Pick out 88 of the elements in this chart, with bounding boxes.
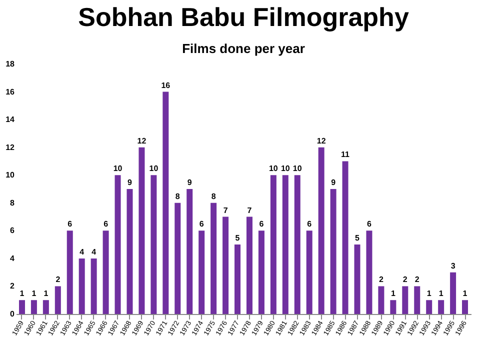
data-label: 7: [247, 206, 252, 215]
bar: [30, 300, 37, 314]
bar: [414, 286, 420, 314]
data-label: 10: [292, 164, 302, 174]
chart-title: Sobhan Babu Filmography: [78, 2, 410, 32]
bar: [246, 216, 252, 314]
bar: [462, 300, 468, 314]
data-label: 9: [187, 178, 192, 187]
bar: [282, 175, 288, 314]
data-label: 1: [44, 289, 49, 298]
y-tick-label: 18: [6, 60, 16, 68]
y-tick-label: 6: [10, 226, 16, 236]
data-label: 6: [259, 220, 264, 229]
bar: [90, 258, 97, 314]
bar: [138, 147, 145, 314]
bar: [222, 216, 229, 314]
data-label: 1: [438, 289, 444, 298]
data-label: 10: [280, 164, 290, 174]
data-label: 5: [355, 234, 360, 243]
data-label: 2: [378, 275, 384, 284]
bar: [318, 147, 324, 314]
data-label: 8: [211, 192, 216, 201]
bar: [330, 189, 336, 314]
data-label: 7: [223, 206, 228, 215]
data-label: 10: [149, 164, 159, 174]
bar: [438, 300, 444, 314]
bar: [402, 286, 408, 314]
data-label: 12: [316, 136, 326, 146]
bar: [18, 300, 25, 314]
y-tick-label: 4: [10, 254, 16, 263]
bar: [342, 161, 348, 314]
bar: [78, 258, 85, 314]
data-label: 3: [450, 261, 456, 270]
bar: [426, 300, 432, 314]
data-label: 1: [462, 289, 468, 298]
data-label: 6: [199, 220, 204, 229]
data-label: 6: [68, 220, 73, 229]
data-label: 6: [104, 220, 109, 229]
data-label: 2: [56, 275, 61, 284]
bar: [306, 230, 312, 314]
bar: [354, 244, 360, 314]
data-label: 10: [113, 164, 123, 174]
bar: [294, 175, 300, 314]
data-label: 16: [161, 80, 171, 90]
data-label: 6: [307, 220, 312, 229]
bar: [210, 202, 217, 314]
bar: [234, 244, 241, 314]
bar: [390, 300, 396, 314]
bar: [126, 189, 133, 314]
bar: [198, 230, 205, 314]
bar: [174, 202, 181, 314]
bar: [258, 230, 264, 314]
data-label: 9: [331, 178, 336, 187]
data-label: 2: [414, 275, 420, 284]
bar: [102, 230, 109, 314]
y-tick-label: 10: [6, 170, 16, 180]
bar: [450, 272, 456, 314]
bar: [186, 189, 193, 314]
y-tick-label: 0: [10, 310, 16, 318]
y-tick-label: 14: [6, 115, 16, 124]
data-label: 4: [92, 247, 97, 256]
data-label: 2: [402, 275, 408, 284]
y-tick-label: 12: [6, 142, 16, 152]
bar: [66, 230, 73, 314]
data-label: 4: [80, 247, 85, 256]
data-label: 6: [366, 220, 372, 229]
y-tick-label: 2: [10, 282, 16, 291]
bar: [162, 92, 169, 314]
y-tick-label: 8: [10, 198, 16, 208]
chart-subtitle: Films done per year: [182, 41, 305, 56]
data-label: 1: [32, 289, 37, 298]
bar: [54, 286, 61, 314]
data-label: 12: [137, 136, 147, 146]
data-label: 1: [20, 289, 25, 298]
bar: [150, 175, 157, 314]
bar: [114, 175, 121, 314]
data-label: 5: [235, 234, 240, 243]
data-label: 1: [426, 289, 432, 298]
bar: [366, 230, 372, 314]
bar: [270, 175, 276, 314]
data-label: 8: [175, 192, 180, 201]
data-label: 9: [128, 178, 133, 187]
y-tick-label: 16: [6, 87, 16, 96]
data-label: 10: [268, 164, 278, 174]
bar: [378, 286, 384, 314]
data-label: 1: [390, 289, 396, 298]
data-label: 11: [341, 150, 350, 160]
bar: [42, 300, 49, 314]
